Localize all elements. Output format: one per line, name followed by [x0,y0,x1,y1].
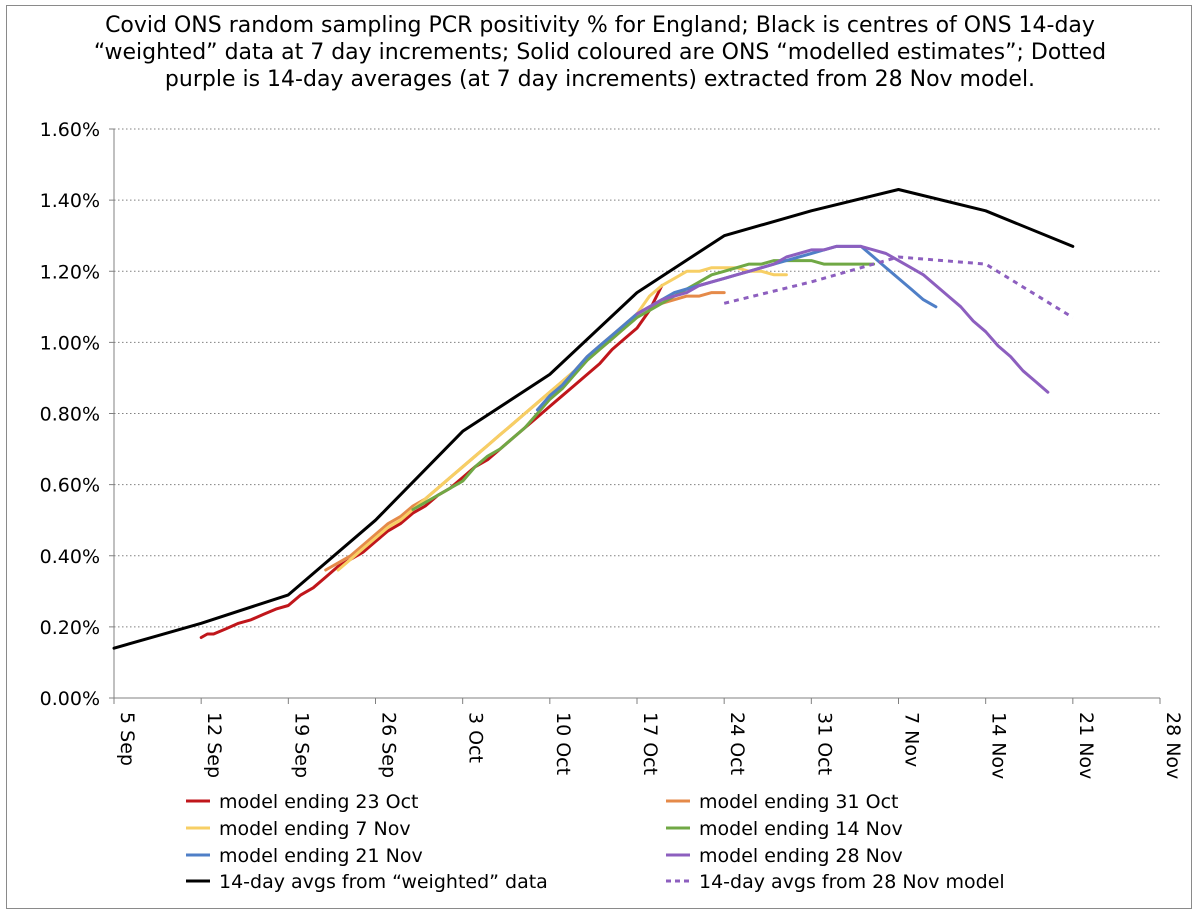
gridlines [114,128,1160,628]
legend: model ending 23 Oct model ending 31 Oct mo… [186,791,1005,893]
legend-label-model-ending-14-nov: model ending 14 Nov [699,818,903,840]
legend-label-model-ending-28-nov: model ending 28 Nov [699,845,903,867]
series-line-model-ending-28-nov [635,244,1050,394]
y-tick-labels: 0.00% 0.20% 0.40% 0.60% 0.80% 1.00% 1.20% 1.40%… [40,119,100,710]
x-tick-label-6: 17 Oct [639,712,661,775]
series-line-model-ending-23-oct [199,284,664,639]
x-tick-label-1: 12 Sep [203,712,225,778]
x-tick-labels: 5 Sep 12 Sep 19 Sep 26 Sep 3 Oct 10 Oct 17 Oct… [116,712,1184,779]
axes [109,128,1161,704]
y-tick-label-8: 1.60% [40,119,100,141]
x-tick-label-0: 5 Sep [116,712,138,766]
y-tick-label-3: 0.60% [40,475,100,497]
x-tick-label-12: 28 Nov [1162,712,1184,779]
series-line-model-ending-14-nov [411,259,876,511]
legend-label-model-ending-31-oct: model ending 31 Oct [699,791,898,813]
x-tick-label-8: 31 Oct [813,712,835,775]
legend-label-model-ending-7-nov: model ending 7 Nov [219,818,411,840]
y-tick-label-7: 1.40% [40,190,100,212]
legend-label-14-day-avgs-from-weighted-data: 14-day avgs from “weighted” data [219,871,548,893]
title-line-3: purple is 14-day averages (at 7 day incr… [164,67,1036,92]
series-line-model-ending-7-nov [336,266,788,572]
x-tick-label-11: 21 Nov [1075,712,1097,779]
series-lines [112,188,1075,650]
legend-label-model-ending-21-nov: model ending 21 Nov [219,845,423,867]
x-tick-label-5: 10 Oct [552,712,574,775]
title-line-2: “weighted” data at 7 day increments; Sol… [93,40,1107,65]
y-tick-label-4: 0.80% [40,404,100,426]
y-tick-label-6: 1.20% [40,261,100,283]
legend-label-14-day-avgs-from-28-nov-model: 14-day avgs from 28 Nov model [699,871,1005,893]
y-tick-label-2: 0.40% [40,546,100,568]
y-tick-label-5: 1.00% [40,332,100,354]
chart-title: Covid ONS random sampling PCR positivity… [60,12,1140,93]
x-tick-label-3: 26 Sep [378,712,400,778]
x-tick-label-10: 14 Nov [988,712,1010,779]
x-tick-label-4: 3 Oct [465,712,487,763]
x-tick-label-7: 24 Oct [726,712,748,775]
legend-label-model-ending-23-oct: model ending 23 Oct [219,791,418,813]
y-tick-label-0: 0.00% [40,688,100,710]
chart-frame [6,5,1192,909]
y-tick-label-1: 0.20% [40,617,100,639]
x-tick-label-2: 19 Sep [290,712,312,778]
series-line-14-day-avgs-from-28-nov-model [723,255,1074,319]
x-tick-label-9: 7 Nov [901,712,923,767]
series-line-14-day-avgs-from-weighted-data [112,188,1075,650]
title-line-1: Covid ONS random sampling PCR positivity… [105,13,1095,38]
